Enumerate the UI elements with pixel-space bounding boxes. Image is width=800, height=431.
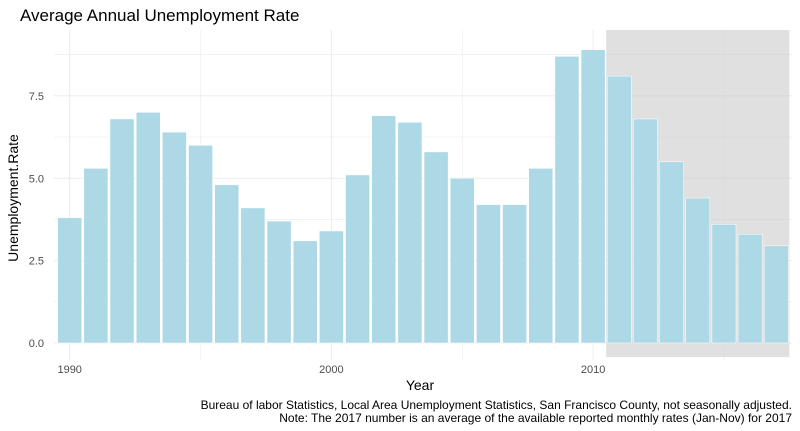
y-tick-label: 0.0 <box>29 338 44 350</box>
y-tick-label: 2.5 <box>29 256 44 268</box>
bar-2017 <box>764 245 789 344</box>
bar-2008 <box>528 168 554 344</box>
y-tick-label: 7.5 <box>29 91 44 103</box>
bar-2011 <box>606 75 632 344</box>
y-axis-ticks: 0.0 2.5 5.0 7.5 <box>29 91 44 350</box>
bar-2009 <box>554 56 580 344</box>
bar-1993 <box>135 112 161 344</box>
bar-1998 <box>266 220 292 344</box>
bar-2007 <box>502 204 527 344</box>
bar-2004 <box>423 151 449 344</box>
bar-2003 <box>397 122 423 344</box>
bar-2013 <box>659 161 684 344</box>
bar-2015 <box>711 224 737 344</box>
x-axis-ticks: 1990 2000 2010 <box>57 364 605 376</box>
bar-1994 <box>162 131 187 344</box>
x-tick-label: 2010 <box>581 364 605 376</box>
bar-1991 <box>83 168 109 344</box>
bar-2000 <box>319 230 344 344</box>
bar-1996 <box>214 184 240 344</box>
bar-1997 <box>240 207 266 344</box>
bar-2006 <box>476 204 501 344</box>
x-tick-label: 1990 <box>57 364 81 376</box>
bar-1990 <box>57 217 82 344</box>
chart-title: Average Annual Unemployment Rate <box>20 6 299 25</box>
bar-1995 <box>188 145 213 344</box>
bar-2016 <box>737 234 763 344</box>
bar-2005 <box>449 178 475 344</box>
bars <box>57 49 789 344</box>
caption-source: Bureau of labor Statistics, Local Area U… <box>201 398 792 412</box>
bar-1992 <box>109 118 135 344</box>
caption-note: Note: The 2017 number is an average of t… <box>279 411 792 425</box>
y-axis-title: Unemployment.Rate <box>5 134 21 262</box>
bar-2001 <box>345 174 370 344</box>
x-tick-label: 2000 <box>319 364 343 376</box>
bar-2014 <box>685 197 711 344</box>
bar-1999 <box>292 240 318 344</box>
bar-2012 <box>633 118 658 344</box>
bar-2010 <box>580 49 606 344</box>
bar-2002 <box>371 115 397 344</box>
y-tick-label: 5.0 <box>29 173 44 185</box>
x-axis-title: Year <box>406 377 435 393</box>
